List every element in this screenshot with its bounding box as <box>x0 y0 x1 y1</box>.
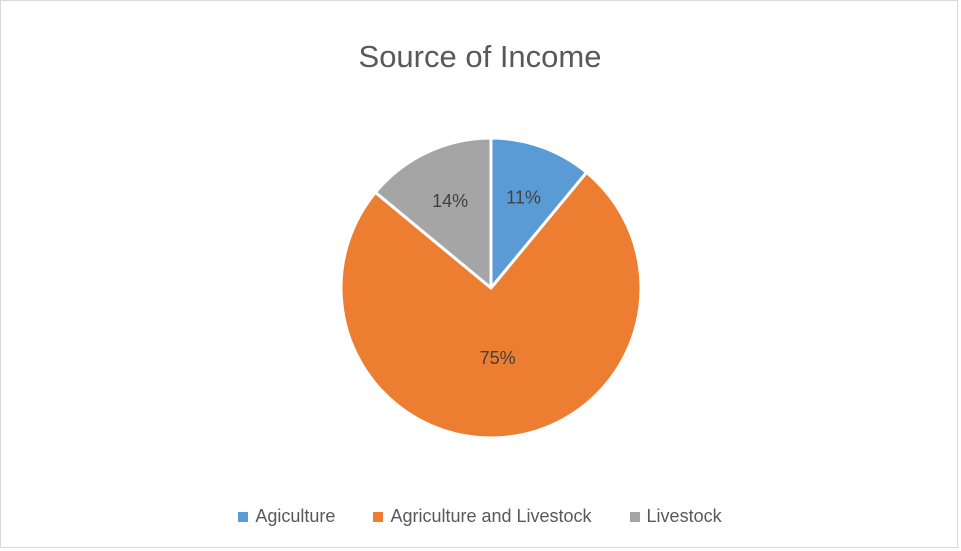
legend-label: Agiculture <box>255 506 336 526</box>
legend-label: Agriculture and Livestock <box>390 506 592 526</box>
chart-legend: Agiculture Agriculture and Livestock Lives… <box>1 506 959 527</box>
legend-swatch <box>629 511 640 522</box>
pie-slice-livestock <box>373 136 493 290</box>
pie-data-labels: 11% 75% 14% <box>432 188 541 369</box>
pie-slice-agiculture <box>489 136 589 290</box>
chart-title: Source of Income <box>358 39 602 74</box>
data-label-agiculture: 11% <box>506 188 541 208</box>
legend-item-livestock: Livestock <box>629 506 722 527</box>
legend-item-agriculture-and-livestock: Agriculture and Livestock <box>373 506 592 527</box>
pie-slice-agriculture-and-livestock <box>339 170 643 440</box>
legend-swatch <box>373 511 384 522</box>
legend-item-agiculture: Agiculture <box>238 506 335 527</box>
legend-label: Livestock <box>646 506 722 526</box>
pie-slices <box>339 136 643 440</box>
data-label-livestock: 14% <box>432 191 468 211</box>
data-label-agriculture-and-livestock: 75% <box>480 348 516 368</box>
legend-swatch <box>238 511 249 522</box>
